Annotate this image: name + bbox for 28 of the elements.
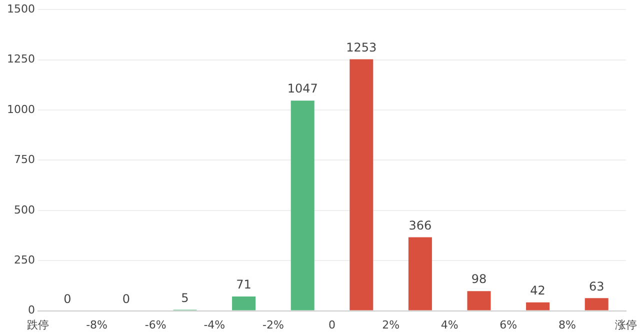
x-tick-label: -8% [86, 318, 108, 332]
x-tick-label: 6% [500, 318, 518, 332]
y-tick-label: 1500 [6, 2, 35, 16]
y-tick-label: 1250 [6, 52, 35, 66]
x-tick-label: 0 [328, 318, 336, 332]
x-tick-label: 4% [440, 318, 458, 332]
data-label: 1253 [346, 40, 377, 54]
data-label: 366 [408, 218, 432, 232]
x-tick-label: -4% [204, 318, 226, 332]
x-tick-label: 2% [382, 318, 400, 332]
data-label: 63 [588, 279, 604, 294]
data-label: 98 [471, 272, 487, 286]
data-label: 5 [181, 290, 189, 305]
data-label: 71 [236, 278, 252, 292]
x-tick-label: -2% [262, 318, 284, 332]
y-tick-label: 0 [28, 304, 35, 317]
data-label: 1047 [287, 82, 318, 96]
y-tick-label: 500 [14, 203, 35, 216]
x-tick-label: 8% [558, 318, 576, 332]
y-tick-label: 1000 [6, 102, 35, 116]
data-label: 0 [122, 292, 130, 306]
x-tick-label: 跌停 [26, 318, 49, 332]
x-tick-label: 涨停 [615, 318, 637, 332]
y-tick-label: 250 [14, 253, 35, 266]
x-tick-label: -6% [144, 318, 166, 332]
data-label: 42 [530, 283, 546, 298]
y-tick-label: 750 [14, 153, 35, 166]
data-label: 0 [64, 292, 72, 306]
